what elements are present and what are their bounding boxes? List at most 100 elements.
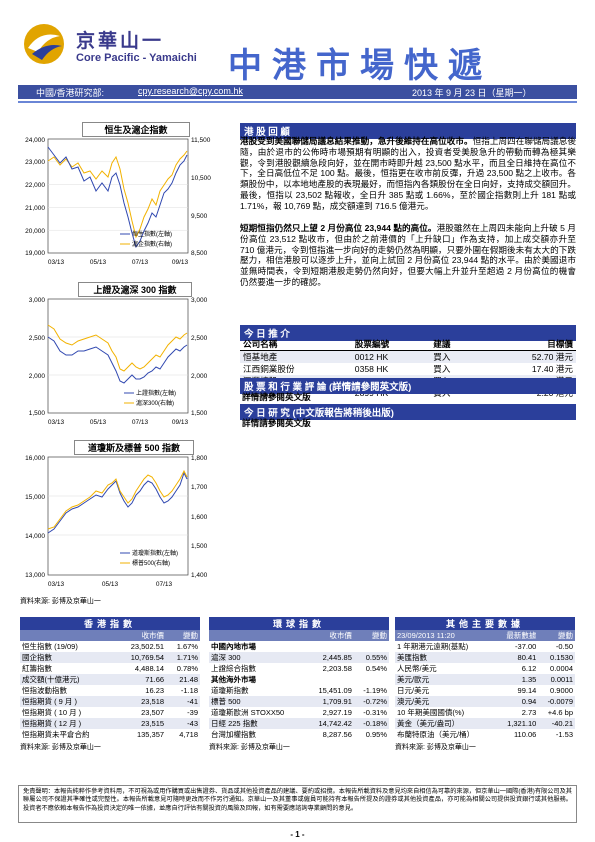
table-row: 紅籌指數 4,488.14 0.78%: [22, 664, 198, 673]
other-data-table: 其他主要數據 23/09/2013 11:20 最新數據 變動 1 年期港元遠期(基…: [395, 617, 575, 740]
hsi-left-tick: 24,000: [25, 137, 45, 144]
company-logo: [24, 24, 64, 64]
dow-right-tick: 1,800: [191, 455, 208, 462]
research-dept-label: 中國/香港研究部:: [36, 88, 105, 98]
charts-source: 資料來源: 彭博及京華山一: [20, 598, 101, 605]
dow-legend-label: 道瓊斯指數(左軸): [132, 549, 178, 557]
table-row: 布蘭特原油（美元/桶） 110.06 -1.53: [397, 730, 573, 739]
sh-x-tick: 03/13: [48, 419, 65, 426]
sh-right-tick: 2,000: [191, 373, 208, 380]
research-email-link[interactable]: cpy.research@cpy.com.hk: [138, 86, 243, 96]
hsi-legend-label: 滬企指數(右軸): [132, 240, 172, 248]
hsi-right-tick: 11,500: [191, 137, 211, 144]
header-divider: [18, 101, 577, 103]
table-row: 道瓊斯歐洲 STOXX50 2,927.19 -0.31%: [211, 708, 387, 717]
report-title: 中港市場快遞: [228, 46, 492, 86]
dow-left-tick: 13,000: [25, 572, 45, 579]
table-group-row: 其他海外市場: [211, 675, 256, 684]
table-row: 恒指期貨 ( 12 月 ) 23,515 -43: [20, 718, 200, 729]
sh-left-tick: 2,500: [29, 335, 46, 342]
table-row: 恒基地產 0012 HK 買入 52.70 港元: [240, 350, 576, 363]
dow-x-tick: 03/13: [48, 581, 65, 588]
market-review-p1-lead: 港股受到美國聯儲局議息結果推動，急升後維持在高位收市。: [240, 136, 473, 146]
market-review-heading: 港 股 回 顧: [240, 123, 576, 139]
dow-legend-label: 標普500(右軸): [132, 559, 170, 567]
dow-left-tick: 14,000: [25, 533, 45, 540]
col-company: 公司名稱: [240, 338, 352, 351]
hsi-left-tick: 19,000: [25, 250, 45, 257]
sh-x-tick: 09/13: [172, 419, 189, 426]
sh-right-tick: 2,500: [191, 335, 208, 342]
table-row: 恒生指數 (19/09) 23,502.51 1.67%: [22, 642, 198, 651]
hsi-x-tick: 03/13: [48, 259, 65, 266]
sh-legend-label: 滬深300(右軸): [136, 399, 174, 407]
table-group-row: 中國內地市場: [211, 642, 256, 651]
shcomp-series-line: [47, 336, 188, 384]
global-index-table: 環球指數 收市價 變動 中國內地市場 滬深 300 2,445.85 0.55% 上證…: [209, 617, 389, 740]
hsi-left-tick: 23,000: [25, 159, 45, 166]
table-row: 道瓊斯指數 15,451.09 -1.19%: [211, 686, 387, 695]
tables-source-3: 資料來源: 彭博及京華山一: [395, 744, 476, 751]
sh-legend: 上證指數(左軸) 滬深300(右軸): [124, 389, 176, 407]
table-row: 人民幣/美元 6.12 0.0004: [397, 664, 573, 673]
hsi-x-tick: 07/13: [132, 259, 149, 266]
table-row: 美匯指數 80.41 0.1530: [395, 652, 575, 663]
stock-code: 0358 HK: [354, 364, 389, 374]
csi300-series-line: [47, 324, 188, 372]
table-row: 美元/歐元 1.35 0.0011: [395, 674, 575, 685]
hsi-right-tick: 8,500: [191, 250, 208, 257]
col-change: 變動: [166, 630, 200, 641]
hsi-legend: 恒生指數(左軸) 滬企指數(右軸): [120, 230, 172, 248]
col-action: 建議: [430, 338, 476, 351]
stock-code: 0012 HK: [351, 350, 431, 363]
report-date: 2013 年 9 月 23 日（星期一）: [412, 88, 532, 98]
sp500-series-line: [47, 469, 188, 530]
chart-sh: 3,000 2,500 2,000 1,500 3,000 2,500 2,00…: [29, 297, 208, 426]
chart-dow: 16,000 15,000 14,000 13,000 1,800 1,700 …: [25, 455, 208, 588]
target-price: 17.40 港元: [531, 364, 573, 374]
table-row: 恒指期貨 ( 9 月 ) 23,518 -41: [20, 696, 200, 707]
research-heading: 今 日 研 究 (中文版報告將稍後出版): [240, 404, 576, 420]
dow-left-tick: 15,000: [25, 494, 45, 501]
rating: 買入: [430, 350, 476, 363]
sector-review-note: 詳情請參閱英文版: [242, 392, 311, 402]
market-review-p2-body: 港股雖然在上周四未能向上升破 5 月份高位 23,512 點收市，但由於之前港價…: [240, 223, 576, 287]
hsi-right-tick: 10,500: [191, 175, 211, 182]
col-close: 收市價: [306, 630, 354, 641]
other-data-title: 其他主要數據: [395, 617, 575, 630]
dow-series-line: [47, 471, 188, 534]
table-row: 日經 225 指數 14,742.42 -0.18%: [209, 718, 389, 729]
recommend-heading: 今 日 推 介: [240, 325, 576, 341]
rating: 買入: [433, 364, 451, 374]
col-code: 股票編號: [351, 338, 431, 351]
col-target: 目標價: [475, 338, 576, 351]
target-price: 52.70 港元: [475, 350, 576, 363]
market-review-p1-body: 恒指上周四在聯儲局議息後隨，由於退市的公佈時市場預期有明顯的出入，投資者受美股急…: [240, 136, 576, 211]
table-row: 江西銅業股份 0358 HK 買入 17.40 港元: [240, 363, 576, 375]
hsi-left-tick: 21,000: [25, 205, 45, 212]
sector-review-heading: 股 票 和 行 業 評 論 (詳情請參閱英文版): [240, 378, 576, 394]
col-close: 收市價: [115, 630, 167, 641]
sh-left-tick: 1,500: [29, 410, 46, 417]
table-row: 國企指數 10,769.54 1.71%: [20, 652, 200, 663]
hk-index-title: 香港指數: [20, 617, 200, 630]
disclaimer-text: 免責聲明：本報告純粹作參考資料用，不可視為或用作購買或出售證券、貨品或其他投資產…: [18, 785, 577, 823]
table-row: 成交額(十億港元) 71.66 21.48: [20, 674, 200, 685]
sh-legend-label: 上證指數(左軸): [136, 389, 176, 397]
col-change: 變動: [538, 630, 575, 641]
market-review-paragraph-2: 短期恒指仍然只上望 2 月份高位 23,944 點的高位。港股雖然在上周四未能向…: [240, 223, 576, 288]
chart-title-sh: 上證及滬深 300 指數: [78, 282, 192, 297]
chart-title-dow: 道瓊斯及標普 500 指數: [74, 440, 194, 455]
sh-left-tick: 2,000: [29, 373, 46, 380]
dow-x-tick: 07/13: [156, 581, 173, 588]
research-note: 詳情請參閱英文版: [242, 418, 311, 428]
hsi-right-tick: 9,500: [191, 213, 208, 220]
table-row: 滬深 300 2,445.85 0.55%: [209, 652, 389, 663]
hk-index-table: 香港指數 收市價 變動 恒生指數 (19/09) 23,502.51 1.67% 國企…: [20, 617, 200, 740]
table-row: 日元/美元 99.14 0.9000: [397, 686, 573, 695]
tables-source-2: 資料來源: 彭博及京華山一: [209, 744, 290, 751]
dow-right-tick: 1,400: [191, 572, 208, 579]
tables-source-1: 資料來源: 彭博及京華山一: [20, 744, 101, 751]
table-row: 台灣加權指數 8,287.56 0.95%: [211, 730, 387, 739]
sh-x-tick: 05/13: [90, 419, 107, 426]
